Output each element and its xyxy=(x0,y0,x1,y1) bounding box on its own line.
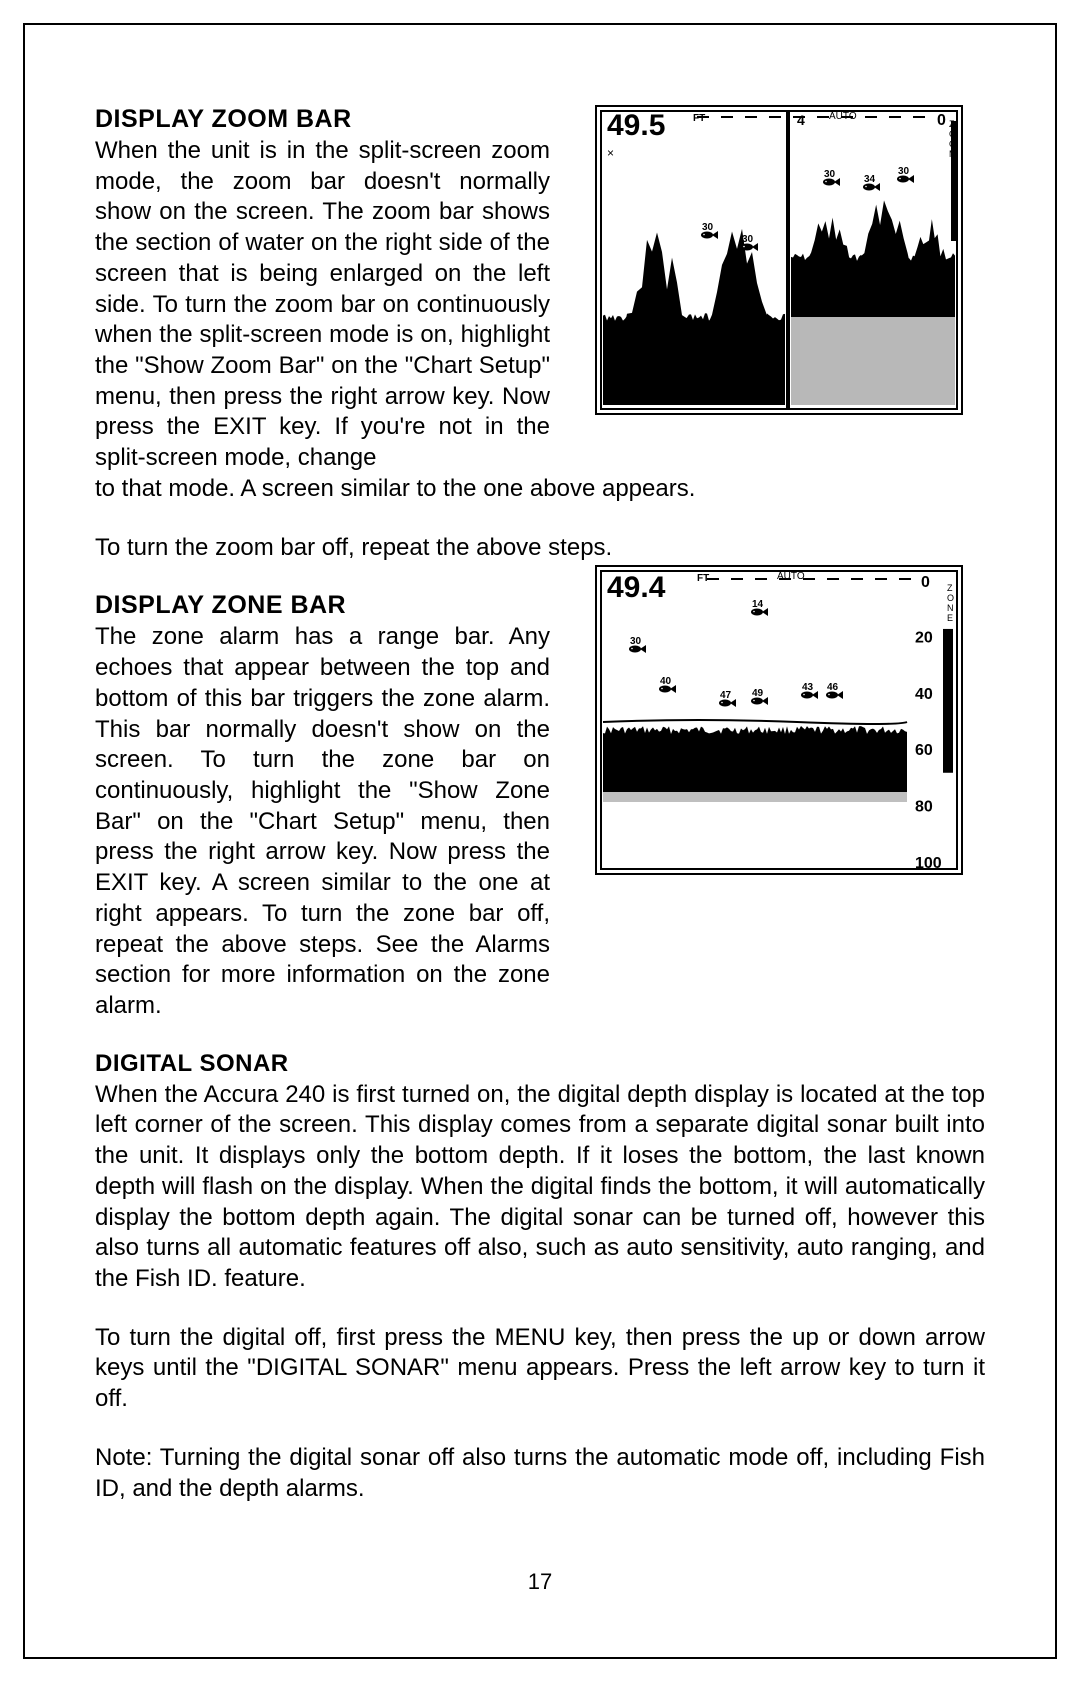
svg-text:30: 30 xyxy=(824,169,836,180)
svg-text:80: 80 xyxy=(915,799,933,816)
svg-text:46: 46 xyxy=(827,682,839,693)
para-zoom-1b: to that mode. A screen similar to the on… xyxy=(95,474,985,505)
figure-zoom-bar: 49.5FT4AUTO0ZOOM541002X3034303030× xyxy=(595,105,963,415)
svg-text:43: 43 xyxy=(802,682,814,693)
svg-text:FT: FT xyxy=(697,573,709,584)
svg-text:E: E xyxy=(947,613,953,623)
svg-text:30: 30 xyxy=(702,222,714,233)
svg-text:49.5: 49.5 xyxy=(607,109,665,142)
svg-text:N: N xyxy=(947,603,954,613)
para-zoom-1: When the unit is in the split-screen zoo… xyxy=(95,136,550,474)
svg-text:AUTO: AUTO xyxy=(777,571,805,582)
svg-text:4: 4 xyxy=(797,112,805,128)
svg-text:40: 40 xyxy=(915,686,933,703)
svg-text:30: 30 xyxy=(898,166,910,177)
para-digital-2: To turn the digital off, first press the… xyxy=(95,1323,985,1415)
svg-text:49: 49 xyxy=(752,688,764,699)
svg-text:60: 60 xyxy=(915,742,933,759)
svg-text:30: 30 xyxy=(630,636,642,647)
svg-text:0: 0 xyxy=(921,574,930,591)
svg-text:30: 30 xyxy=(742,234,754,245)
svg-text:×: × xyxy=(607,146,614,160)
page-number: 17 xyxy=(95,1569,985,1595)
para-digital-3: Note: Turning the digital sonar off also… xyxy=(95,1443,985,1504)
svg-text:34: 34 xyxy=(864,174,876,185)
svg-text:Z: Z xyxy=(947,583,953,593)
svg-text:0: 0 xyxy=(937,112,946,129)
svg-text:O: O xyxy=(947,593,954,603)
figure-zone-bar: 49.4 FT AUTO 0 ZONE 20 40 60 80 100 14 30 40 47 49 43 46 xyxy=(595,565,963,875)
svg-text:100: 100 xyxy=(915,855,942,872)
svg-text:AUTO: AUTO xyxy=(829,111,857,122)
svg-text:49.4: 49.4 xyxy=(607,571,666,604)
para-zone-1: The zone alarm has a range bar. Any echo… xyxy=(95,622,550,1021)
para-digital-1: When the Accura 240 is first turned on, … xyxy=(95,1080,985,1295)
svg-text:14: 14 xyxy=(752,599,764,610)
svg-text:20: 20 xyxy=(915,629,933,646)
para-zoom-2: To turn the zoom bar off, repeat the abo… xyxy=(95,533,985,564)
svg-text:FT: FT xyxy=(693,113,705,124)
svg-text:47: 47 xyxy=(720,690,732,701)
svg-text:40: 40 xyxy=(660,676,672,687)
heading-digital-sonar: DIGITAL SONAR xyxy=(95,1050,985,1078)
